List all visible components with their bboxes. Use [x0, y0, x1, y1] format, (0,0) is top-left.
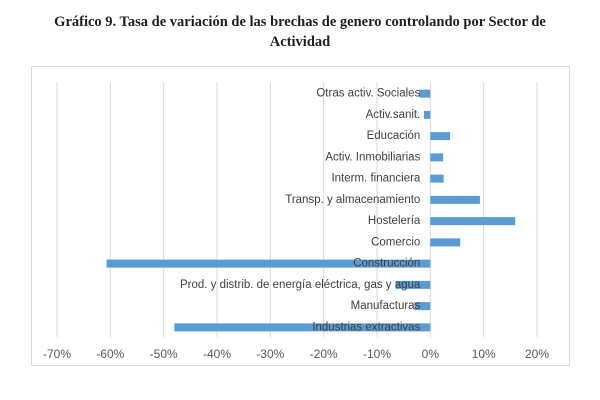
bar-5: [430, 195, 480, 204]
x-tick-label-9: 20%: [525, 347, 549, 361]
bar-4: [430, 174, 444, 183]
x-tick-label-1: -60%: [96, 347, 124, 361]
category-label-1: Activ.sanit.: [366, 109, 421, 121]
bar-3: [430, 153, 444, 162]
x-tick-label-0: -70%: [43, 347, 71, 361]
category-label-0: Otras activ. Sociales: [316, 88, 420, 100]
bar-7: [430, 238, 461, 247]
bar-11: [174, 323, 431, 332]
category-label-9: Prod. y distrib. de energía eléctrica, g…: [180, 279, 421, 291]
category-label-6: Hostelería: [368, 215, 421, 227]
x-tick-label-5: -20%: [310, 347, 338, 361]
bar-8: [106, 259, 431, 268]
category-label-2: Educación: [367, 130, 421, 142]
chart-title-line-2: Actividad: [269, 34, 331, 50]
category-label-11: Industrias extractivas: [312, 321, 420, 333]
x-tick-label-6: -10%: [363, 347, 391, 361]
category-label-3: Activ. Inmobiliarias: [325, 151, 420, 163]
x-tick-label-3: -40%: [203, 347, 231, 361]
bar-9: [395, 280, 431, 289]
category-label-4: Interm. financiera: [331, 173, 420, 185]
chart-title: Gráfico 9. Tasa de variación de las brec…: [20, 12, 580, 52]
bar-2: [430, 132, 451, 141]
bar-1: [423, 110, 431, 119]
category-label-10: Manufacturas: [351, 300, 421, 312]
category-label-7: Comercio: [371, 236, 420, 248]
bar-10: [414, 302, 431, 311]
bar-6: [430, 217, 516, 226]
bar-0: [419, 89, 431, 98]
x-tick-label-7: 0%: [422, 347, 440, 361]
x-tick-label-2: -50%: [150, 347, 178, 361]
x-tick-label-4: -30%: [256, 347, 284, 361]
category-label-8: Construcción: [353, 258, 420, 270]
chart-frame: [31, 66, 570, 366]
x-tick-label-8: 10%: [472, 347, 496, 361]
category-label-5: Transp. y almacenamiento: [285, 194, 420, 206]
chart-title-line-1: Gráfico 9. Tasa de variación de las brec…: [54, 14, 546, 30]
